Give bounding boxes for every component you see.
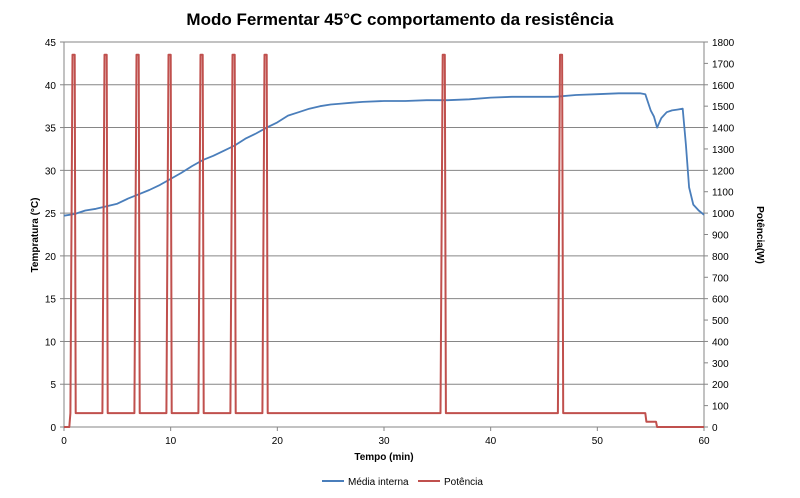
axis-ticks: 0510152025303540450100200300400500600700… xyxy=(45,38,735,447)
x-tick-label: 60 xyxy=(698,436,710,447)
y2-tick-label: 700 xyxy=(712,273,729,284)
x-tick-label: 30 xyxy=(378,436,390,447)
y-tick-label: 0 xyxy=(50,423,56,434)
y-tick-label: 5 xyxy=(50,380,56,391)
y2-tick-label: 0 xyxy=(712,423,718,434)
legend: Média interna Potência xyxy=(322,477,483,488)
y2-tick-label: 900 xyxy=(712,231,729,242)
y2-tick-label: 500 xyxy=(712,316,729,327)
y-axis-title: Tempratura (°C) xyxy=(30,198,41,273)
y-tick-label: 25 xyxy=(45,209,57,220)
y2-tick-label: 1500 xyxy=(712,102,735,113)
y2-tick-label: 1000 xyxy=(712,209,735,220)
x-tick-label: 50 xyxy=(592,436,604,447)
y2-tick-label: 300 xyxy=(712,359,729,370)
series-line-2 xyxy=(64,53,704,428)
x-tick-label: 10 xyxy=(165,436,177,447)
y2-tick-label: 1100 xyxy=(712,188,734,199)
legend-label: Média interna xyxy=(348,477,409,488)
chart-title: Modo Fermentar 45°C comportamento da res… xyxy=(186,10,614,29)
x-tick-label: 0 xyxy=(61,436,67,447)
x-axis-title: Tempo (min) xyxy=(354,452,413,463)
series-layer xyxy=(63,53,705,428)
y2-tick-label: 1800 xyxy=(712,38,735,49)
y-tick-label: 45 xyxy=(45,38,57,49)
y-tick-label: 15 xyxy=(45,295,57,306)
y-tick-label: 40 xyxy=(45,81,57,92)
y2-axis-title: Potência(W) xyxy=(754,206,765,264)
y2-tick-label: 1300 xyxy=(712,145,735,156)
y2-tick-label: 1600 xyxy=(712,81,735,92)
y2-tick-label: 1700 xyxy=(712,59,735,70)
y-tick-label: 30 xyxy=(45,166,57,177)
y2-tick-label: 1200 xyxy=(712,166,735,177)
x-tick-label: 40 xyxy=(485,436,497,447)
series-line-1 xyxy=(63,92,705,217)
y2-tick-label: 400 xyxy=(712,337,729,348)
y2-tick-label: 600 xyxy=(712,295,729,306)
y2-tick-label: 800 xyxy=(712,252,729,263)
y-tick-label: 20 xyxy=(45,252,57,263)
y-tick-label: 10 xyxy=(45,337,57,348)
y2-tick-label: 1400 xyxy=(712,124,735,135)
y2-tick-label: 100 xyxy=(712,402,729,413)
y2-tick-label: 200 xyxy=(712,380,729,391)
x-tick-label: 20 xyxy=(272,436,284,447)
y-tick-label: 35 xyxy=(45,124,57,135)
legend-label: Potência xyxy=(444,477,483,488)
